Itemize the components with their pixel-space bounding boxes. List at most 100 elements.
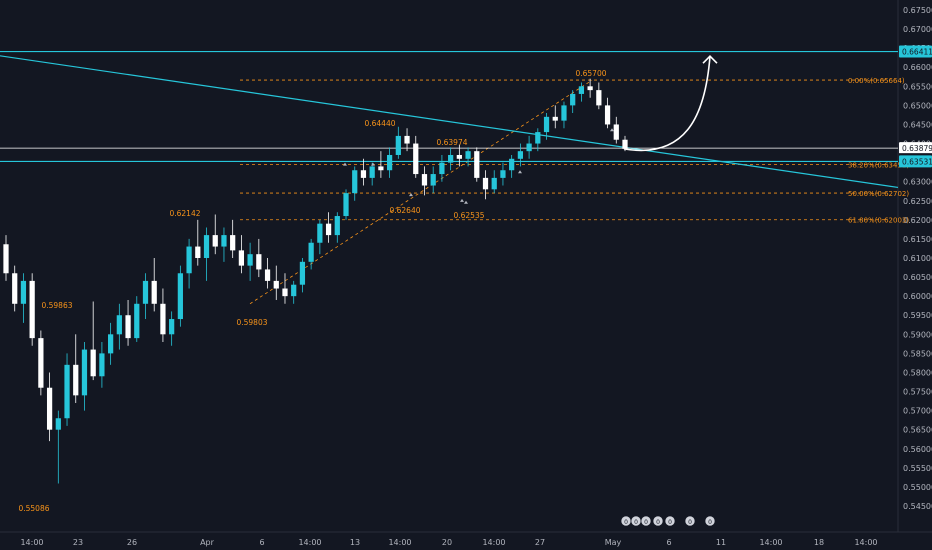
time-tick-label: 26 xyxy=(127,538,137,547)
candle-body xyxy=(203,235,210,258)
signal-marker-icon xyxy=(460,198,464,202)
candle-body xyxy=(317,223,323,243)
candle-body xyxy=(343,193,349,217)
candle-body xyxy=(151,280,157,304)
descending-trendline xyxy=(0,55,899,189)
candle-body xyxy=(596,90,602,106)
candle-body xyxy=(212,235,218,247)
candle-body xyxy=(543,116,550,133)
candle-body xyxy=(230,235,236,251)
event-marker-label: 0 xyxy=(688,519,692,526)
candle-body xyxy=(491,177,497,190)
time-tick-label: 14:00 xyxy=(759,538,782,547)
candle-body xyxy=(20,280,27,304)
candle-body xyxy=(604,105,611,125)
candle-body xyxy=(578,86,585,94)
candle-body xyxy=(622,139,628,149)
event-marker-icon xyxy=(652,515,664,527)
candle-body xyxy=(299,261,306,285)
candle-body xyxy=(378,166,384,171)
event-marker-label: 0 xyxy=(656,519,660,526)
event-marker-label: 0 xyxy=(708,519,712,526)
current-price-tag-bg xyxy=(899,142,932,155)
time-tick-label: 14:00 xyxy=(854,538,877,547)
event-marker-icon xyxy=(684,515,696,527)
candle-body xyxy=(517,151,523,159)
candle-body xyxy=(509,158,515,171)
time-tick-label: 20 xyxy=(442,538,452,547)
event-marker-label: 0 xyxy=(624,519,628,526)
candle-body xyxy=(474,151,480,178)
time-tick-label: 11 xyxy=(716,538,726,547)
candle-body xyxy=(552,116,558,121)
candle-body xyxy=(64,364,70,419)
time-tick-label: 13 xyxy=(350,538,360,547)
candle-body xyxy=(587,86,593,91)
level-tag-upper-bg xyxy=(899,45,932,58)
candle-body xyxy=(195,246,201,258)
time-tick-label: Apr xyxy=(200,538,215,547)
candle-body xyxy=(395,135,401,155)
candle-body xyxy=(3,244,9,274)
candle-body xyxy=(561,105,567,121)
peak-label: 0.59803 xyxy=(236,318,267,327)
candle-body xyxy=(456,154,462,159)
level-tag-upper: 0.66411 xyxy=(902,48,932,57)
signal-marker-icon xyxy=(409,193,413,197)
signal-marker-icon xyxy=(343,162,347,166)
candle-body xyxy=(134,303,140,339)
candle-body xyxy=(273,280,279,289)
candle-body xyxy=(12,273,18,304)
signal-marker-icon xyxy=(371,162,375,166)
fib-trend-line xyxy=(249,79,593,305)
peak-label: 0.62640 xyxy=(389,206,420,215)
time-tick-label: 14:00 xyxy=(482,538,505,547)
candle-body xyxy=(116,315,122,335)
candle-body xyxy=(247,254,253,266)
candle-body xyxy=(221,235,227,247)
time-tick-label: 14:00 xyxy=(388,538,411,547)
candle-body xyxy=(482,177,489,190)
fib-level-label: 50.00%(0.62702) xyxy=(848,190,909,198)
candle-body xyxy=(613,124,619,140)
event-marker-icon xyxy=(664,515,676,527)
candle-body xyxy=(421,174,428,186)
candle-body xyxy=(73,364,79,396)
fib-level-label: 61.80%(0.62003) xyxy=(848,217,909,225)
event-marker-icon xyxy=(704,515,716,527)
candle-body xyxy=(570,93,576,106)
candle-body xyxy=(413,143,419,175)
signal-marker-icon xyxy=(464,200,468,204)
candle-body xyxy=(99,353,105,377)
level-tag-lower-bg xyxy=(899,155,932,168)
projection-arrow-head xyxy=(702,55,718,64)
candle-body xyxy=(526,143,532,152)
fib-level-label: 0.00%(0.65664) xyxy=(848,77,905,85)
candle-body xyxy=(430,174,436,186)
candle-body xyxy=(439,162,445,175)
candle-body xyxy=(81,349,88,396)
candle-body xyxy=(29,280,35,339)
event-marker-label: 0 xyxy=(644,519,648,526)
candle-body xyxy=(264,269,271,281)
event-marker-label: 0 xyxy=(668,519,672,526)
candle-body xyxy=(169,319,175,335)
time-tick-label: 14:00 xyxy=(20,538,43,547)
candle-body xyxy=(256,254,262,270)
candle-body xyxy=(325,223,332,236)
